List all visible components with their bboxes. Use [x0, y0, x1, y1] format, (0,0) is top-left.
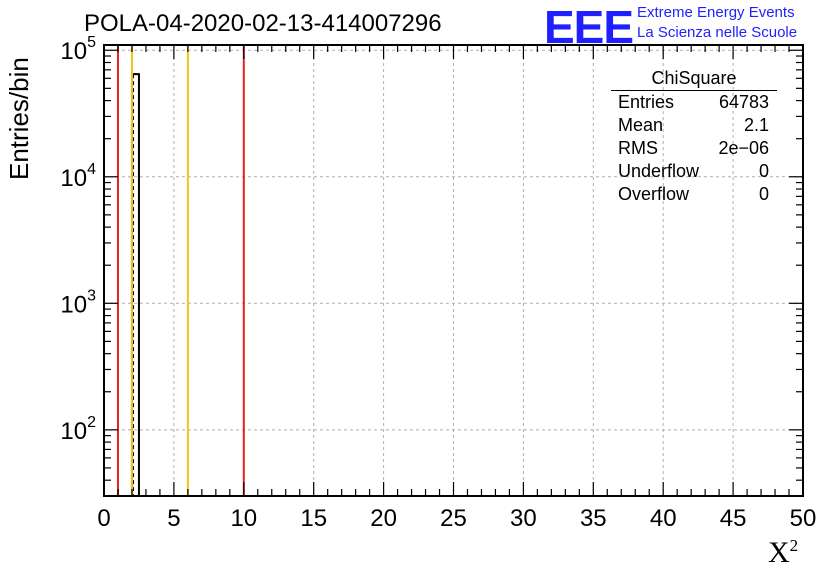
stats-value: 2e−06	[718, 138, 769, 158]
x-tick-label: 15	[300, 505, 327, 532]
logo-line-2: La Scienza nelle Scuole	[637, 24, 798, 41]
stats-box: ChiSquare Entries 64783 Mean 2.1 RMS 2e−…	[611, 67, 777, 206]
stats-label: RMS	[618, 138, 658, 158]
stats-value: 2.1	[743, 115, 769, 135]
stats-row-entries: Entries 64783	[611, 91, 777, 114]
x-tick-label: 5	[167, 505, 180, 532]
stats-row-overflow: Overflow 0	[611, 183, 777, 206]
x-axis-label: X2	[768, 536, 799, 569]
stats-value: 0	[758, 184, 769, 204]
stats-row-underflow: Underflow 0	[611, 160, 777, 183]
y-tick-label: 104	[60, 161, 96, 192]
stats-label: Underflow	[618, 161, 700, 181]
y-tick-label: 102	[60, 414, 96, 445]
x-tick-label: 0	[97, 505, 110, 532]
x-tick-label: 20	[370, 505, 397, 532]
stats-label: Mean	[618, 115, 664, 135]
stats-label: Entries	[618, 92, 675, 112]
y-tick-label: 103	[60, 287, 96, 318]
eee-logo: EEE	[544, 1, 634, 53]
x-tick-label: 10	[230, 505, 257, 532]
x-tick-label: 30	[510, 505, 537, 532]
x-tick-label: 25	[440, 505, 467, 532]
x-tick-label: 35	[580, 505, 607, 532]
stats-value: 0	[758, 161, 769, 181]
y-tick-label: 105	[60, 34, 96, 65]
stats-value: 64783	[718, 92, 769, 112]
y-axis-label: Entries/bin	[4, 57, 34, 180]
stats-label: Overflow	[618, 184, 690, 204]
stats-box-title: ChiSquare	[611, 67, 777, 91]
x-tick-label: 45	[720, 505, 747, 532]
stats-row-mean: Mean 2.1	[611, 114, 777, 137]
chart-title: POLA-04-2020-02-13-414007296	[84, 10, 442, 37]
stats-row-rms: RMS 2e−06	[611, 137, 777, 160]
x-tick-label: 40	[650, 505, 677, 532]
x-tick-label: 50	[790, 505, 817, 532]
logo-line-1: Extreme Energy Events	[637, 4, 795, 21]
